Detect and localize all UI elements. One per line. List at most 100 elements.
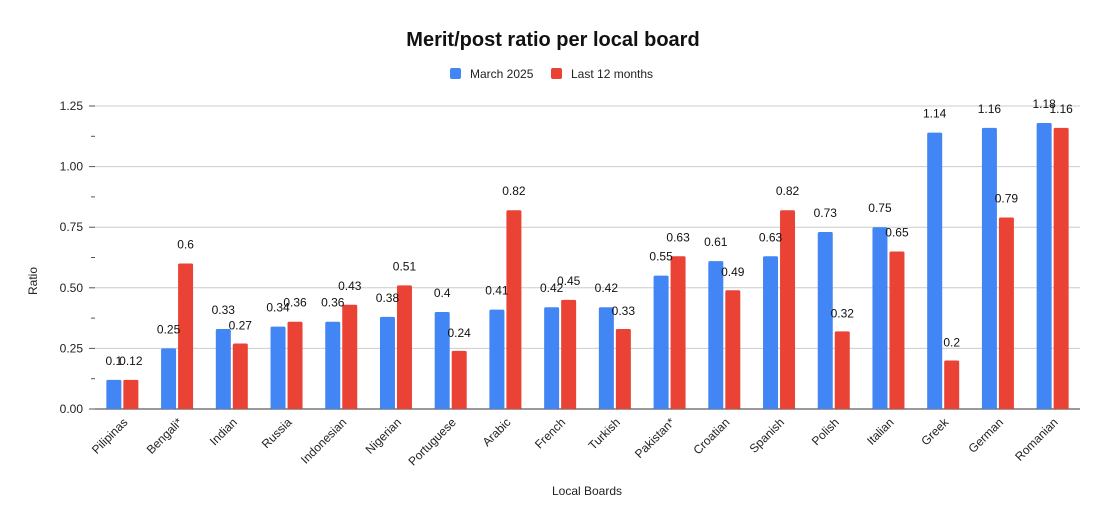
- y-tick-label: 1.25: [60, 99, 84, 113]
- legend-label-march-2025: March 2025: [470, 67, 534, 81]
- x-tick-label-pilipinas: Pilipinas: [89, 415, 131, 457]
- bar-last-12-months-bengali: [178, 263, 194, 409]
- data-label-last-12-months-arabic: 0.82: [502, 184, 526, 198]
- data-label-last-12-months-croatian: 0.49: [721, 265, 745, 279]
- data-label-march-2025-spanish: 0.63: [759, 230, 783, 244]
- data-label-last-12-months-italian: 0.65: [885, 225, 909, 239]
- bar-march-2025-croatian: [708, 261, 724, 409]
- bar-last-12-months-french: [561, 299, 577, 409]
- bar-march-2025-german: [981, 127, 997, 409]
- x-tick-label-arabic: Arabic: [480, 415, 514, 449]
- bar-march-2025-french: [544, 307, 560, 409]
- data-label-march-2025-croatian: 0.61: [704, 235, 728, 249]
- data-label-last-12-months-greek: 0.2: [943, 336, 960, 350]
- data-label-march-2025-portuguese: 0.4: [434, 286, 451, 300]
- bar-march-2025-turkish: [598, 307, 614, 409]
- data-labels: 0.10.120.250.60.330.270.340.36 0.360.430.…: [106, 97, 1074, 368]
- bar-last-12-months-portuguese: [451, 350, 467, 409]
- y-tick-label: 0.75: [60, 220, 84, 234]
- y-tick-label: 0.50: [60, 281, 84, 295]
- y-axis-ticks: 0.00 0.25 0.50 0.75 1.00 1.25: [60, 99, 95, 416]
- bar-march-2025-nigerian: [379, 316, 395, 409]
- bar-march-2025-bengali: [161, 348, 177, 409]
- bar-last-12-months-pilipinas: [123, 379, 139, 409]
- bar-last-12-months-arabic: [506, 210, 522, 409]
- x-tick-label-german: German: [965, 415, 1006, 456]
- x-tick-label-nigerian: Nigerian: [363, 415, 405, 457]
- chart-title: Merit/post ratio per local board: [406, 29, 699, 51]
- data-label-march-2025-bengali: 0.25: [157, 322, 181, 336]
- data-label-last-12-months-indonesian: 0.43: [338, 279, 362, 293]
- bar-last-12-months-nigerian: [396, 285, 412, 409]
- bar-last-12-months-spanish: [780, 210, 796, 409]
- x-tick-label-turkish: Turkish: [586, 415, 623, 452]
- x-tick-label-romanian: Romanian: [1012, 415, 1061, 464]
- x-tick-label-bengali: Bengali*: [144, 415, 186, 457]
- bar-march-2025-pakistan: [653, 275, 669, 409]
- bar-last-12-months-turkish: [615, 329, 631, 409]
- bar-march-2025-polish: [817, 232, 833, 409]
- data-label-last-12-months-pilipinas: 0.12: [119, 354, 143, 368]
- data-label-march-2025-german: 1.16: [978, 102, 1002, 116]
- bar-march-2025-arabic: [489, 309, 505, 409]
- data-label-last-12-months-pakistan: 0.63: [666, 230, 690, 244]
- data-label-march-2025-indonesian: 0.36: [321, 296, 345, 310]
- data-label-last-12-months-nigerian: 0.51: [393, 259, 417, 273]
- x-axis-ticks: Pilipinas Bengali* Indian Russia Indonesian N…: [89, 415, 1061, 469]
- data-label-march-2025-pakistan: 0.55: [649, 250, 673, 264]
- data-label-last-12-months-romanian: 1.16: [1049, 102, 1073, 116]
- legend-swatch-march-2025: [450, 68, 461, 79]
- data-label-last-12-months-bengali: 0.6: [177, 238, 194, 252]
- data-label-last-12-months-indian: 0.27: [229, 319, 253, 333]
- x-tick-label-polish: Polish: [809, 415, 842, 448]
- bar-last-12-months-croatian: [725, 290, 741, 409]
- bar-march-2025-indian: [215, 329, 231, 409]
- legend: March 2025 Last 12 months: [450, 67, 653, 81]
- bar-last-12-months-romanian: [1053, 127, 1069, 409]
- y-tick-label: 1.00: [60, 160, 84, 174]
- bar-last-12-months-polish: [834, 331, 850, 409]
- bar-march-2025-spanish: [763, 256, 779, 409]
- data-label-march-2025-russia: 0.34: [266, 301, 290, 315]
- data-label-march-2025-arabic: 0.41: [485, 284, 509, 298]
- bar-march-2025-portuguese: [434, 312, 450, 409]
- bar-march-2025-italian: [872, 227, 888, 409]
- gridlines: [95, 105, 1080, 410]
- x-tick-label-croatian: Croatian: [690, 415, 732, 457]
- x-tick-label-russia: Russia: [259, 415, 295, 451]
- bar-last-12-months-italian: [889, 251, 905, 409]
- bar-last-12-months-indonesian: [342, 304, 358, 409]
- data-label-march-2025-turkish: 0.42: [595, 281, 619, 295]
- data-label-last-12-months-polish: 0.32: [831, 306, 855, 320]
- x-tick-label-indian: Indian: [207, 415, 240, 448]
- data-label-march-2025-french: 0.42: [540, 281, 564, 295]
- data-label-last-12-months-portuguese: 0.24: [448, 326, 472, 340]
- data-label-last-12-months-russia: 0.36: [283, 296, 307, 310]
- x-tick-label-portuguese: Portuguese: [406, 415, 460, 469]
- data-label-last-12-months-french: 0.45: [557, 274, 581, 288]
- bar-march-2025-indonesian: [325, 321, 341, 409]
- bar-march-2025-pilipinas: [106, 379, 122, 409]
- data-label-last-12-months-turkish: 0.33: [612, 304, 636, 318]
- data-label-march-2025-indian: 0.33: [212, 303, 236, 317]
- x-tick-label-pakistan: Pakistan*: [632, 415, 678, 461]
- bars: [106, 122, 1069, 409]
- y-axis-title: Ratio: [26, 267, 40, 295]
- y-tick-label: 0.25: [60, 341, 84, 355]
- x-tick-label-french: French: [532, 415, 568, 451]
- legend-swatch-last-12-months: [551, 68, 562, 79]
- legend-label-last-12-months: Last 12 months: [571, 67, 653, 81]
- data-label-march-2025-pilipinas: 0.1: [106, 354, 123, 368]
- bar-last-12-months-indian: [232, 343, 248, 409]
- x-axis-title: Local Boards: [552, 484, 622, 498]
- x-tick-label-spanish: Spanish: [747, 415, 788, 456]
- data-label-march-2025-nigerian: 0.38: [376, 291, 400, 305]
- bar-last-12-months-german: [998, 217, 1014, 409]
- data-label-march-2025-romanian: 1.18: [1032, 97, 1056, 111]
- bar-last-12-months-russia: [287, 321, 303, 409]
- bar-last-12-months-pakistan: [670, 256, 686, 409]
- x-tick-label-greek: Greek: [918, 415, 952, 449]
- x-tick-label-indonesian: Indonesian: [298, 415, 349, 466]
